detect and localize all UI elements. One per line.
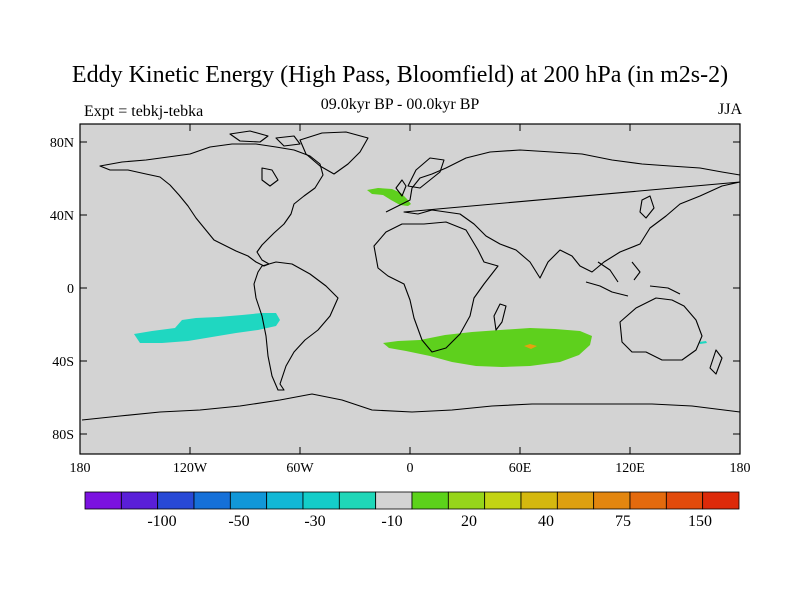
coast-greenland [299, 131, 369, 175]
coast-new-zealand [709, 349, 723, 375]
lat-ticks [80, 141, 740, 435]
colorbar-label-40: 40 [538, 513, 554, 530]
colorbar-swatch [84, 491, 122, 510]
coast-africa [373, 221, 499, 353]
lon-ticks [79, 124, 741, 454]
colorbar-label-minus30: -30 [304, 513, 325, 530]
colorbar-swatch [338, 491, 377, 510]
colorbar-swatch [411, 491, 449, 510]
anomaly-fields [134, 188, 707, 367]
colorbar-label-minus100: -100 [147, 513, 176, 530]
coastlines [81, 130, 741, 421]
lon-label-180w: 180 [70, 461, 91, 476]
coast-scandinavia [407, 157, 445, 189]
lat-label-0: 0 [67, 282, 74, 297]
coast-south-america [253, 261, 339, 391]
coast-japan [639, 195, 655, 219]
coast-eurasia [385, 149, 741, 279]
anomaly-north-atlantic [367, 188, 411, 206]
colorbar-swatch [702, 491, 740, 510]
coast-madagascar [493, 303, 507, 331]
anomaly-positive-peak [524, 344, 537, 349]
experiment-label: Expt = tebkj-tebka [84, 103, 204, 120]
colorbar-swatch [193, 491, 231, 510]
colorbar-label-minus50: -50 [228, 513, 249, 530]
colorbar-swatch [484, 491, 522, 510]
colorbar-swatch [629, 491, 667, 510]
lon-label-0: 0 [407, 461, 414, 476]
colorbar-swatch [447, 491, 486, 510]
lon-label-120w: 120W [173, 461, 208, 476]
colorbar-swatch [593, 491, 631, 510]
coast-antarctica [81, 393, 741, 421]
lat-label-80n: 80N [50, 136, 74, 151]
coast-hudson-bay [261, 167, 279, 187]
coast-uk [395, 179, 407, 197]
lon-label-120e: 120E [615, 461, 645, 476]
colorbar-swatch [266, 491, 304, 510]
coast-arctic-islands [229, 130, 301, 147]
colorbar-label-20: 20 [461, 513, 477, 530]
anomaly-tasman [699, 341, 707, 344]
colorbar-swatch [229, 491, 268, 510]
colorbar [84, 491, 740, 510]
lon-label-180e: 180 [730, 461, 751, 476]
colorbar-swatch [302, 491, 340, 510]
coast-australia [619, 297, 703, 361]
ocean-background [80, 124, 740, 454]
lon-label-60e: 60E [509, 461, 532, 476]
plot-subtitle: 09.0kyr BP - 00.0kyr BP [320, 96, 480, 113]
colorbar-swatch [375, 491, 413, 510]
coast-north-america [99, 143, 324, 267]
lat-label-80s: 80S [52, 428, 74, 443]
lat-label-40s: 40S [52, 355, 74, 370]
colorbar-label-75: 75 [615, 513, 631, 530]
colorbar-swatch [520, 491, 558, 510]
colorbar-swatch [157, 491, 195, 510]
colorbar-swatch [665, 491, 704, 510]
anomaly-south-pacific [134, 313, 280, 343]
colorbar-swatch [556, 491, 595, 510]
colorbar-swatch [120, 491, 159, 510]
plot-title: Eddy Kinetic Energy (High Pass, Bloomfie… [71, 62, 729, 88]
colorbar-labels: -100 -50 -30 -10 20 40 75 150 [147, 513, 712, 530]
colorbar-label-minus10: -10 [381, 513, 402, 530]
lat-label-40n: 40N [50, 209, 74, 224]
colorbar-label-150: 150 [688, 513, 712, 530]
season-label: JJA [717, 101, 742, 118]
lon-label-60w: 60W [286, 461, 314, 476]
coast-maritime-se-asia [585, 261, 681, 297]
anomaly-southern-indian-ocean [383, 328, 592, 367]
